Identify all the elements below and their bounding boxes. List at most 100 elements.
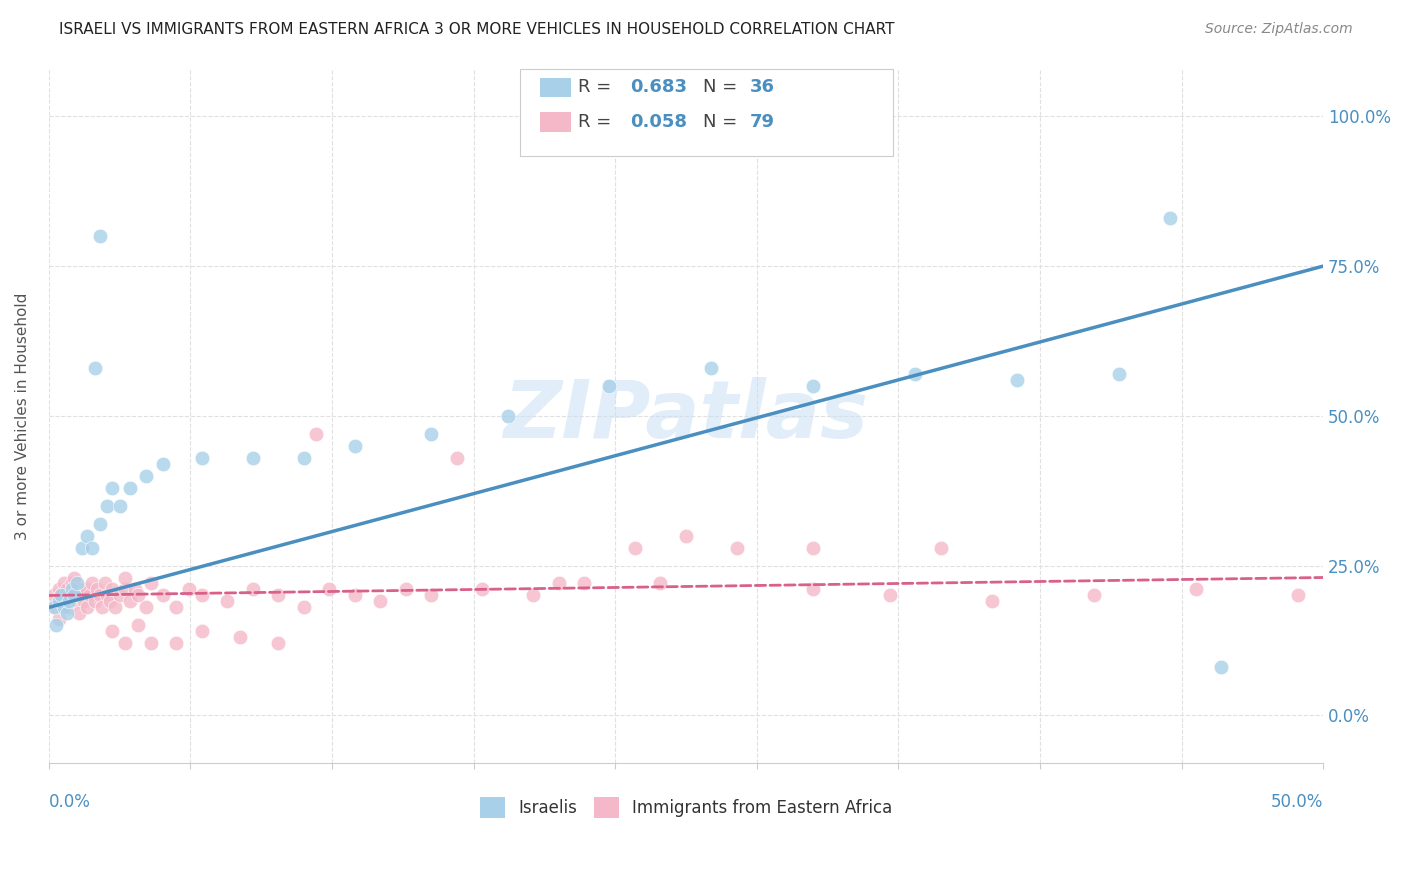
Point (177, 582, 200, 597)
Point (51, 589, 73, 603)
Point (1286, 589, 1309, 603)
Point (76, 600, 98, 615)
Point (45, 618, 67, 632)
Point (114, 582, 136, 597)
Text: ZIPatlas: ZIPatlas (503, 376, 869, 455)
Text: 36: 36 (749, 78, 775, 96)
Point (89, 229, 111, 244)
Point (101, 624, 124, 639)
Point (675, 528, 697, 542)
Point (1184, 582, 1206, 597)
Point (63, 589, 86, 603)
Point (55, 607, 77, 621)
Point (58, 594, 80, 608)
Point (572, 576, 595, 591)
Point (108, 589, 131, 603)
Legend: Israelis, Immigrants from Eastern Africa: Israelis, Immigrants from Eastern Africa (472, 790, 898, 824)
Point (1211, 660, 1233, 674)
Point (63, 589, 86, 603)
Point (598, 379, 620, 393)
Point (51, 600, 73, 615)
Point (48, 582, 70, 597)
Point (104, 600, 127, 615)
Point (522, 589, 544, 603)
Point (108, 499, 131, 513)
Point (45, 600, 67, 615)
Point (42, 589, 65, 603)
Text: N =: N = (703, 113, 742, 131)
Point (60, 576, 83, 591)
Point (135, 468, 157, 483)
Point (114, 636, 136, 650)
Point (368, 594, 391, 608)
Point (101, 481, 124, 495)
Point (394, 582, 416, 597)
Text: R =: R = (578, 78, 617, 96)
Point (152, 457, 174, 471)
Point (980, 594, 1002, 608)
Point (803, 379, 825, 393)
Point (67, 607, 90, 621)
Point (217, 594, 239, 608)
Point (63, 570, 86, 584)
Point (89, 516, 111, 531)
Point (650, 576, 672, 591)
Point (51, 589, 73, 603)
Point (420, 589, 443, 603)
Point (135, 600, 157, 615)
Point (120, 594, 142, 608)
Point (190, 624, 212, 639)
Point (83, 594, 105, 608)
Point (139, 576, 162, 591)
Point (446, 450, 468, 465)
Point (267, 636, 290, 650)
Point (242, 582, 264, 597)
Point (1083, 589, 1105, 603)
Point (80, 576, 103, 591)
Point (471, 582, 494, 597)
Point (190, 589, 212, 603)
Point (53, 576, 76, 591)
Point (58, 600, 80, 615)
Point (1159, 211, 1181, 226)
Text: 0.0%: 0.0% (49, 793, 90, 811)
Point (229, 631, 252, 645)
Point (114, 570, 136, 584)
Point (1108, 367, 1130, 381)
Point (624, 541, 647, 555)
Point (94, 576, 117, 591)
Point (803, 541, 825, 555)
Point (67, 582, 90, 597)
Point (53, 600, 76, 615)
Text: N =: N = (703, 78, 742, 96)
Point (83, 360, 105, 375)
Point (165, 600, 187, 615)
Point (420, 426, 443, 441)
Point (79, 589, 101, 603)
Point (190, 450, 212, 465)
Point (127, 589, 149, 603)
Point (292, 600, 315, 615)
Point (101, 582, 124, 597)
Point (66, 594, 89, 608)
Point (1007, 373, 1029, 387)
Point (80, 541, 103, 555)
Point (89, 589, 111, 603)
Point (55, 594, 77, 608)
Point (127, 618, 149, 632)
Point (803, 582, 825, 597)
Text: ISRAELI VS IMMIGRANTS FROM EASTERN AFRICA 3 OR MORE VEHICLES IN HOUSEHOLD CORREL: ISRAELI VS IMMIGRANTS FROM EASTERN AFRIC… (59, 22, 894, 37)
Point (120, 481, 142, 495)
Point (96, 499, 118, 513)
Point (496, 409, 519, 423)
Point (124, 582, 146, 597)
Point (55, 582, 77, 597)
Point (70, 589, 93, 603)
Point (152, 589, 174, 603)
Text: 50.0%: 50.0% (1271, 793, 1323, 811)
Point (929, 541, 952, 555)
Point (60, 582, 83, 597)
Point (76, 528, 98, 542)
Text: 79: 79 (749, 113, 775, 131)
Point (343, 589, 366, 603)
